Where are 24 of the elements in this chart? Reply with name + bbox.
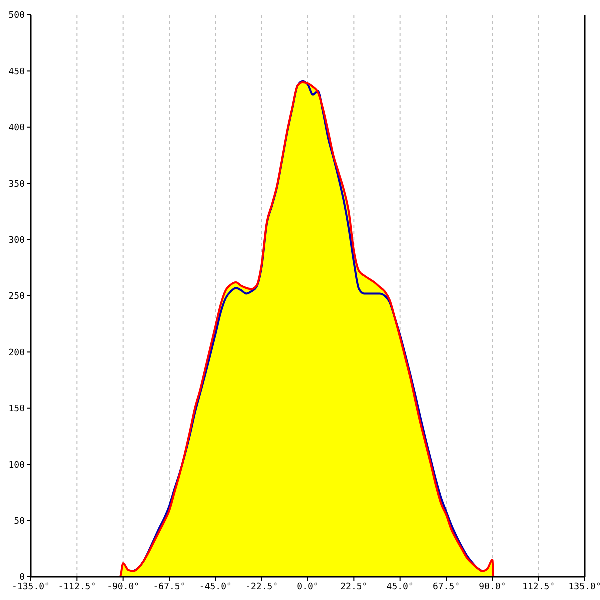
x-tick-label: -90.0° [107, 582, 140, 592]
y-tick-label: 150 [8, 404, 25, 415]
x-tick-label: -45.0° [199, 582, 232, 592]
y-tick-label: 200 [8, 348, 25, 358]
y-tick-label: 0 [20, 573, 25, 584]
y-tick-label: 100 [8, 460, 25, 471]
y-tick-label: 500 [8, 11, 25, 22]
y-tick-label: 400 [8, 124, 25, 134]
x-tick-label: 0.0° [297, 582, 319, 592]
x-tick-label: -135.0° [12, 582, 50, 592]
x-tick-label: 90.0° [479, 582, 506, 592]
x-tick-label: -67.5° [153, 582, 186, 592]
y-tick-label: 300 [8, 236, 25, 246]
x-tick-label: 112.5° [522, 582, 556, 592]
x-tick-label: 45.0° [386, 582, 414, 592]
y-tick-label: 250 [8, 292, 25, 302]
y-tick-label: 450 [8, 67, 25, 78]
y-tick-label: 50 [14, 516, 25, 527]
y-tick-label: 350 [8, 180, 25, 190]
x-tick-label: 67.5° [432, 582, 460, 592]
x-tick-label: -22.5° [246, 582, 278, 592]
x-tick-label: 135.0° [568, 582, 600, 592]
x-tick-label: -112.5° [58, 582, 96, 592]
x-tick-label: 22.5° [340, 582, 368, 592]
